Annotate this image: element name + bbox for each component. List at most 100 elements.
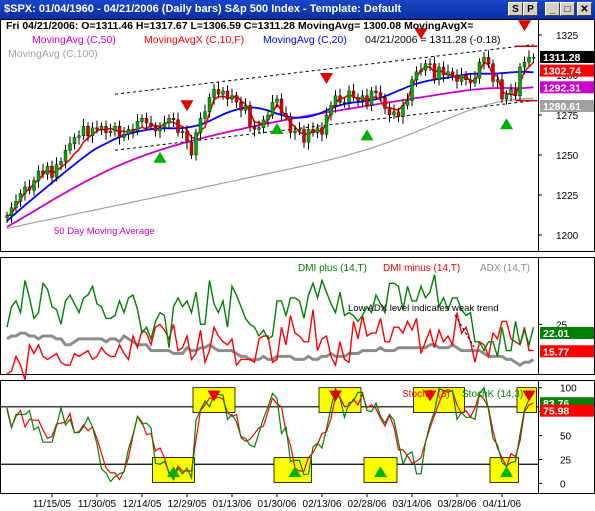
candle-body <box>63 149 68 162</box>
candle-body <box>122 133 126 138</box>
candle-body <box>513 89 518 97</box>
stoch-buy-arrow <box>500 466 513 478</box>
candle-body <box>198 117 203 133</box>
y-tick-label-dmi: 25 <box>556 320 568 331</box>
candle-body <box>486 57 491 65</box>
legend-stoch-k: StochK (14,3) <box>462 389 523 400</box>
last-value-label: 1302.74 <box>543 66 581 78</box>
candle-body <box>360 95 365 101</box>
close-button[interactable]: ✕ <box>577 2 592 16</box>
candle-body <box>302 129 306 143</box>
trendline-1 <box>114 100 534 151</box>
x-tick-label: 02/13/06 <box>303 499 342 510</box>
candle-body <box>455 74 459 82</box>
candle-body <box>329 105 333 116</box>
maximize-button[interactable]: □ <box>560 2 575 16</box>
candle-body <box>27 186 32 191</box>
candle-body <box>450 71 455 76</box>
stoch-buy-arrow <box>167 466 180 478</box>
last-value-label: 1280.61 <box>543 101 581 113</box>
candle-body <box>189 141 194 156</box>
candle-body <box>279 98 284 114</box>
candle-body <box>468 79 473 84</box>
candle-body <box>158 127 162 132</box>
candle-body <box>428 63 432 65</box>
x-tick-label: 01/30/06 <box>258 499 297 510</box>
legend-stoch-d: StochD (3) <box>402 389 450 400</box>
legend-dmi-plus: DMI plus (14,T) <box>298 263 367 274</box>
ma50-annotation: 50 Day Moving Average <box>54 226 155 237</box>
candle-body <box>104 125 108 133</box>
candle-body <box>284 113 288 117</box>
candle-body <box>518 66 522 96</box>
dmi-last-label: 22.01 <box>543 328 569 340</box>
candle-body <box>306 129 311 143</box>
legend-ma20: MovingAvg (C,20) <box>263 34 347 46</box>
y-tick-label-sto: 50 <box>560 432 572 443</box>
buy-signal-arrow <box>500 118 513 130</box>
buy-signal-arrow <box>270 123 284 134</box>
dmi-last-tag <box>540 345 594 358</box>
candle-body <box>369 90 374 106</box>
candle-body <box>378 92 383 98</box>
candle-body <box>18 193 23 202</box>
minimize-button[interactable]: _ <box>545 2 560 16</box>
legend-ma100: MovingAvg (C,100) <box>8 48 98 60</box>
candle-body <box>180 130 185 133</box>
y-tick-label-price: 1225 <box>556 191 579 202</box>
candle-body <box>203 111 207 119</box>
title-bar: $SPX: 01/04/1960 - 04/21/2006 (Daily bar… <box>0 0 595 19</box>
candle-body <box>248 105 252 127</box>
candle-body <box>383 97 387 109</box>
ohlc-header: Fri 04/21/2006: O=1311.46 H=1317.67 L=13… <box>6 20 473 32</box>
candle-body <box>477 62 482 79</box>
candle-body <box>252 125 257 130</box>
candle-body <box>216 89 221 95</box>
candle-body <box>432 63 437 80</box>
y-tick-label-price: 1275 <box>556 111 579 122</box>
candle-body <box>257 127 261 130</box>
stoch-d-line <box>6 388 534 481</box>
s-button[interactable]: S <box>508 2 523 16</box>
candle-body <box>81 125 86 136</box>
last-value-tag <box>540 50 594 63</box>
candle-body <box>473 78 477 84</box>
candle-body <box>212 89 216 98</box>
candle-body <box>288 116 293 133</box>
buy-signal-arrow <box>153 151 167 163</box>
chart-canvas: 12001225125012751300132525025507510011/1… <box>0 19 595 510</box>
candle-body <box>338 95 342 103</box>
candle-body <box>270 101 275 116</box>
candle-body <box>351 90 356 98</box>
legend-last-close: 04/21/2006 = 1311.28 (-0.18) <box>365 34 501 46</box>
candle-body <box>531 57 536 59</box>
candle-body <box>185 130 189 143</box>
p-button[interactable]: P <box>523 2 538 16</box>
candle-body <box>68 143 72 151</box>
candle-body <box>261 119 266 129</box>
candle-body <box>41 170 45 175</box>
candle-body <box>347 90 351 103</box>
adx-annotation: Low ADX level indicates weak trend <box>348 303 499 314</box>
candle-body <box>32 180 36 191</box>
legend-ma10x: MovingAvgX (C,10,F) <box>144 34 244 46</box>
candle-body <box>239 101 243 111</box>
candle-body <box>459 74 464 82</box>
candle-body <box>72 137 77 145</box>
y-tick-label-sto: 100 <box>560 384 577 395</box>
candle-body <box>401 105 405 117</box>
candle-body <box>365 95 369 106</box>
candle-body <box>414 71 419 80</box>
candle-body <box>396 111 401 117</box>
candle-body <box>171 117 176 120</box>
x-tick-label: 02/28/06 <box>348 499 387 510</box>
ma10-line <box>6 61 535 218</box>
candle-body <box>77 135 81 138</box>
trendline-0 <box>114 44 534 95</box>
candle-body <box>221 90 225 95</box>
candle-body <box>293 130 297 133</box>
legend-dmi-minus: DMI minus (14,T) <box>383 263 460 274</box>
y-tick-label-price: 1325 <box>556 31 579 42</box>
candle-body <box>491 63 495 82</box>
stoch-sell-arrow <box>522 390 536 402</box>
